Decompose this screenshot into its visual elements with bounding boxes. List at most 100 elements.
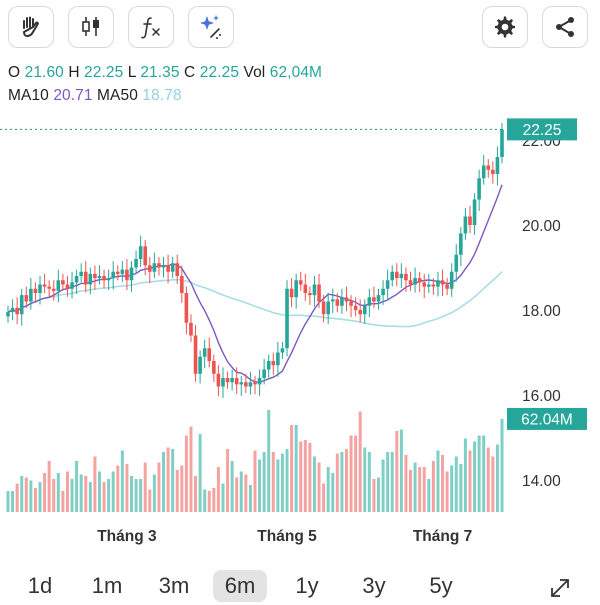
candle-body	[212, 361, 216, 374]
candle-body	[427, 284, 431, 287]
volume-bar	[221, 483, 225, 512]
volume-bar	[377, 477, 380, 512]
candle-body	[74, 276, 79, 283]
volume-bar	[358, 411, 362, 512]
volume-bar	[294, 425, 298, 512]
candle-body	[344, 297, 349, 302]
volume-bar	[463, 438, 467, 512]
candle-body	[239, 382, 244, 385]
candle-body	[385, 280, 390, 289]
volume-bar	[468, 450, 472, 512]
ohlc-legend: O 21.60 H 22.25 L 21.35 C 22.25 Vol 62,0…	[8, 64, 322, 82]
candle-body	[431, 284, 436, 287]
timeframe-1m[interactable]: 1m	[91, 573, 123, 598]
volume-bar	[427, 479, 431, 512]
volume-bar	[61, 491, 65, 512]
candle-body	[120, 269, 125, 274]
volume-bar	[436, 450, 440, 512]
last-price-text: 22.25	[523, 122, 562, 139]
candle-body	[65, 284, 70, 289]
y-tick-label: 16.00	[522, 388, 561, 405]
volume-bar	[152, 474, 156, 512]
open-label: O	[8, 64, 21, 81]
volume-bar	[276, 459, 280, 512]
hand-tool-button[interactable]	[8, 6, 54, 48]
candlestick-icon	[82, 17, 99, 36]
volume-bar	[15, 483, 19, 512]
volume-bar	[189, 426, 193, 512]
candle-body	[161, 265, 166, 268]
candle-body	[221, 378, 225, 387]
volume-bar	[271, 452, 275, 512]
volume-bar	[180, 465, 184, 512]
candle-body	[198, 356, 202, 374]
ai-tools-button[interactable]	[188, 6, 234, 48]
volume-bar	[97, 471, 101, 512]
x-axis-label: Tháng 3	[97, 528, 157, 545]
candle-body	[330, 299, 335, 302]
volume-bar	[70, 479, 74, 512]
volume-bar	[312, 456, 316, 512]
volume-bar	[33, 488, 37, 512]
candle-body	[321, 301, 326, 315]
volume-bar	[331, 473, 335, 512]
indicators-button[interactable]	[128, 6, 174, 48]
candle-body	[147, 265, 152, 272]
timeframe-3m[interactable]: 3m	[158, 573, 190, 598]
share-button[interactable]	[542, 6, 588, 48]
volume-bar	[38, 482, 42, 512]
candle-body	[70, 282, 74, 289]
volume-bar	[491, 456, 495, 512]
chart-type-button[interactable]	[68, 6, 114, 48]
settings-button[interactable]	[482, 6, 528, 48]
candle-body	[97, 276, 102, 279]
candle-body	[175, 263, 180, 276]
candle-body	[257, 378, 262, 385]
function-icon	[141, 17, 160, 39]
candle-body	[106, 278, 111, 281]
volume-bar	[93, 456, 97, 512]
candle-body	[248, 382, 253, 387]
volume-bar	[285, 449, 289, 512]
candle-body	[19, 295, 24, 315]
timeframe-1d[interactable]: 1d	[27, 573, 53, 598]
candle-body	[102, 276, 106, 281]
fullscreen-button[interactable]	[548, 576, 572, 605]
volume-bar	[248, 485, 252, 512]
share-icon	[556, 17, 574, 37]
volume-bar	[230, 461, 234, 512]
timeframe-3y[interactable]: 3y	[362, 573, 386, 598]
candle-body	[33, 288, 38, 293]
candle-body	[230, 378, 234, 383]
candle-body	[349, 301, 353, 306]
candle-body	[408, 280, 413, 285]
candle-body	[358, 310, 363, 315]
candle-body	[234, 378, 239, 385]
volume-bar	[258, 459, 262, 512]
candle-body	[390, 271, 395, 281]
timeframe-5y[interactable]: 5y	[429, 573, 453, 598]
volume-bar	[24, 477, 28, 512]
candle-body	[253, 382, 257, 385]
ma50-value: 18.78	[142, 87, 182, 104]
volume-bar	[395, 431, 399, 512]
volume-bar	[20, 476, 24, 512]
candle-body	[47, 286, 51, 289]
volume-bar	[88, 482, 92, 512]
volume-bar	[84, 476, 88, 512]
volume-bar	[454, 456, 458, 512]
candle-body	[42, 284, 47, 287]
sparkle-icon	[200, 15, 221, 39]
volume-bar	[75, 461, 79, 512]
candle-body	[152, 263, 157, 272]
timeframe-1y[interactable]: 1y	[295, 573, 319, 598]
volume-label: Vol	[243, 64, 266, 81]
timeframe-6m[interactable]: 6m	[213, 570, 267, 602]
volume-tag	[507, 407, 587, 430]
volume-bar	[363, 447, 367, 512]
volume-bar	[194, 476, 198, 512]
candle-body	[436, 280, 440, 287]
volume-bar	[431, 461, 435, 512]
close-label: C	[184, 64, 196, 81]
